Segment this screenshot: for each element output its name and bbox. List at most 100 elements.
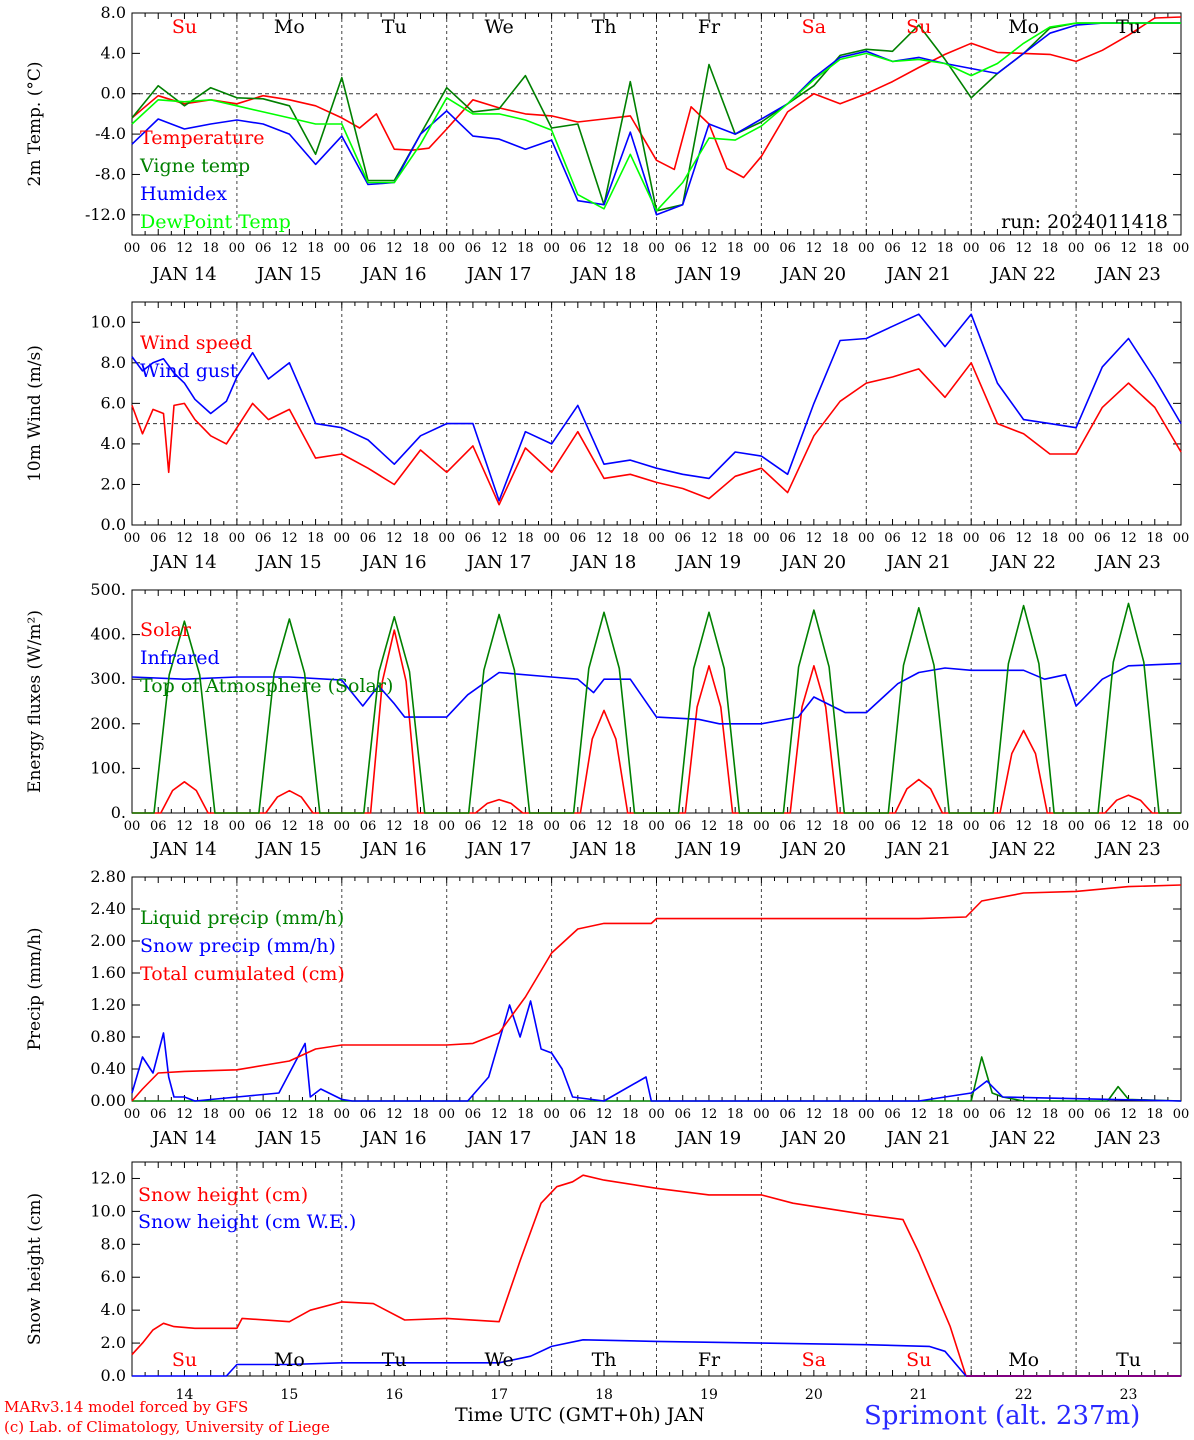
series-line-wind-gust <box>131 313 1182 502</box>
date-label: JAN 22 <box>989 839 1056 860</box>
legend-entry: Wind gust <box>140 360 238 382</box>
day-number-label: 19 <box>700 1387 718 1403</box>
date-label: JAN 17 <box>465 839 532 860</box>
y-tick-label: 4.0 <box>101 434 126 453</box>
hour-tick-label: 12 <box>386 531 403 546</box>
panel-3: 500. 400. 300. 200. 100. 0. Energy fluxes (W/m… <box>25 580 1189 860</box>
hour-tick-label: 18 <box>727 819 744 834</box>
day-of-week-label: Su <box>906 16 931 38</box>
hour-tick-label: 18 <box>622 531 639 546</box>
hour-tick-label: 18 <box>832 819 849 834</box>
date-label: JAN 21 <box>884 552 951 573</box>
date-label: JAN 23 <box>1094 552 1161 573</box>
hour-tick-label: 18 <box>832 1107 849 1122</box>
series-line-top-of-atmosphere-solar- <box>132 602 1181 814</box>
day-of-week-label: Mo <box>1008 1349 1039 1371</box>
hour-tick-label: 06 <box>465 1107 482 1122</box>
hour-tick-label: 12 <box>596 241 613 256</box>
hour-tick-label: 18 <box>1042 531 1059 546</box>
hour-tick-label: 06 <box>674 819 691 834</box>
hour-tick-label: 06 <box>150 1107 167 1122</box>
y-tick-label: 2.40 <box>90 899 126 918</box>
day-of-week-label: Sa <box>802 1349 826 1371</box>
hour-tick-label: 00 <box>753 1107 770 1122</box>
date-label: JAN 14 <box>150 264 217 285</box>
hour-tick-label: 12 <box>806 1107 823 1122</box>
hour-tick-label: 12 <box>596 1107 613 1122</box>
hour-tick-label: 00 <box>858 531 875 546</box>
hour-tick-label: 00 <box>229 1107 246 1122</box>
date-label: JAN 22 <box>989 264 1056 285</box>
y-tick-label: 1.20 <box>90 995 126 1014</box>
credit-model: MARv3.14 model forced by GFS <box>4 1398 249 1416</box>
hour-tick-label: 18 <box>412 1107 429 1122</box>
hour-tick-label: 00 <box>753 531 770 546</box>
date-label: JAN 17 <box>465 552 532 573</box>
hour-tick-label: 12 <box>1120 531 1137 546</box>
credit-lab: (c) Lab. of Climatology, University of L… <box>4 1418 330 1436</box>
hour-tick-label: 18 <box>517 241 534 256</box>
date-label: JAN 23 <box>1094 264 1161 285</box>
date-label: JAN 18 <box>570 552 637 573</box>
panel-1: 8.0 4.0 0.0 -4.0 -8.0 -12.0 2m Temp. (°C) 00 06 1… <box>25 3 1189 285</box>
hour-tick-label: 18 <box>937 819 954 834</box>
hour-tick-label: 06 <box>989 531 1006 546</box>
hour-tick-label: 18 <box>1147 241 1164 256</box>
legend-entry: Solar <box>140 619 192 641</box>
date-label: JAN 20 <box>780 552 847 573</box>
hour-tick-label: 12 <box>806 819 823 834</box>
hour-tick-label: 00 <box>334 531 351 546</box>
y-tick-label: -4.0 <box>95 124 126 143</box>
date-label: JAN 15 <box>255 1128 322 1149</box>
hour-tick-label: 00 <box>1173 819 1190 834</box>
date-label: JAN 20 <box>780 264 847 285</box>
day-number-label: 16 <box>385 1387 403 1403</box>
hour-tick-label: 18 <box>937 1107 954 1122</box>
hour-tick-label: 06 <box>779 531 796 546</box>
day-of-week-label: Tu <box>382 1349 407 1371</box>
y-axis-label: Precip (mm/h) <box>25 927 45 1050</box>
date-label: JAN 20 <box>780 839 847 860</box>
hour-tick-label: 12 <box>491 819 508 834</box>
date-label: JAN 23 <box>1094 1128 1161 1149</box>
hour-tick-label: 12 <box>386 819 403 834</box>
hour-tick-label: 06 <box>884 241 901 256</box>
hour-tick-label: 06 <box>884 531 901 546</box>
y-axis-label: Energy fluxes (W/m²) <box>25 610 45 793</box>
panel-5: 12.0 10.0 8.0 6.0 4.0 2.0 0.0 Snow height (cm) S… <box>25 1161 1182 1385</box>
hour-tick-label: 12 <box>386 241 403 256</box>
hour-tick-label: 18 <box>517 1107 534 1122</box>
hour-tick-label: 12 <box>1120 1107 1137 1122</box>
hour-tick-label: 00 <box>648 1107 665 1122</box>
hour-tick-label: 00 <box>438 241 455 256</box>
day-number-label: 22 <box>1015 1387 1033 1403</box>
date-label: JAN 15 <box>255 552 322 573</box>
date-label: JAN 15 <box>255 839 322 860</box>
hour-tick-label: 06 <box>570 241 587 256</box>
hour-tick-label: 12 <box>281 1107 298 1122</box>
day-of-week-label: Fr <box>698 16 721 38</box>
y-tick-label: 6.0 <box>101 1267 126 1286</box>
series-line-wind-speed <box>131 361 1182 506</box>
date-label: JAN 14 <box>150 552 217 573</box>
hour-tick-label: 12 <box>281 819 298 834</box>
hour-tick-label: 18 <box>727 241 744 256</box>
hour-tick-label: 06 <box>360 531 377 546</box>
date-label: JAN 16 <box>360 839 427 860</box>
hour-tick-label: 06 <box>884 819 901 834</box>
hour-tick-label: 18 <box>202 1107 219 1122</box>
y-axis-label: Snow height (cm) <box>25 1193 45 1345</box>
hour-tick-label: 00 <box>124 1107 141 1122</box>
date-label: JAN 14 <box>150 839 217 860</box>
hour-tick-label: 00 <box>1068 531 1085 546</box>
day-of-week-label: Su <box>172 1349 197 1371</box>
legend-entry: Humidex <box>140 183 227 205</box>
date-label: JAN 18 <box>570 1128 637 1149</box>
day-number-label: 14 <box>176 1387 194 1403</box>
hour-tick-label: 06 <box>255 1107 272 1122</box>
legend-entry: Infrared <box>140 647 220 669</box>
hour-tick-label: 00 <box>963 819 980 834</box>
hour-tick-label: 18 <box>937 241 954 256</box>
hour-tick-label: 18 <box>307 1107 324 1122</box>
hour-tick-label: 12 <box>701 819 718 834</box>
